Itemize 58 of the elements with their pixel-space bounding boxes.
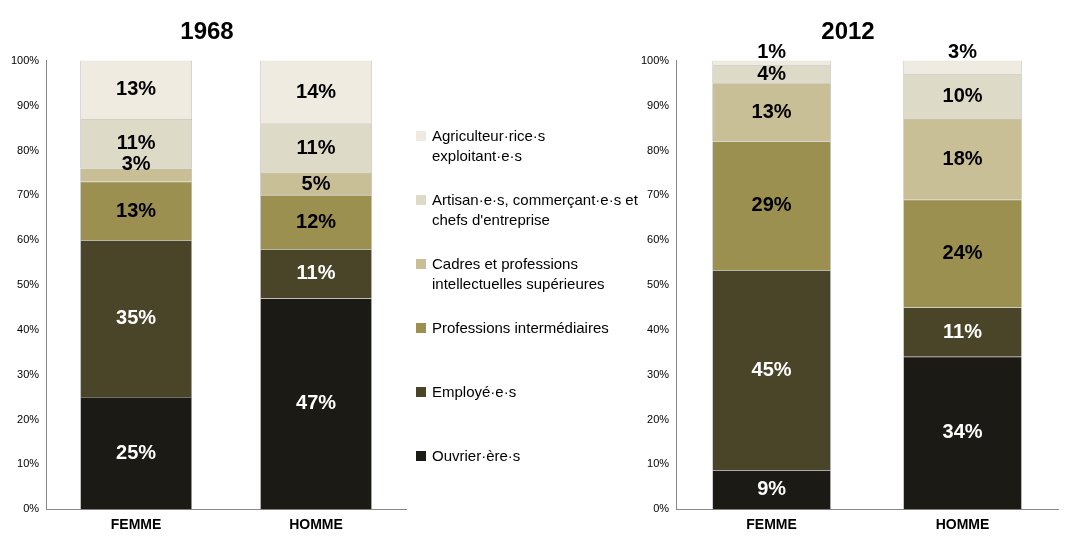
data-label: 11% <box>296 261 336 284</box>
y-tick-label: 90% <box>647 98 670 111</box>
legend-label: Ouvrier·ère·s <box>432 446 521 466</box>
data-label: 1% <box>757 40 787 63</box>
data-label: 24% <box>942 241 983 264</box>
data-label: 11% <box>116 131 156 154</box>
data-label: 14% <box>296 79 337 102</box>
data-label: 5% <box>301 171 331 194</box>
data-label: 29% <box>751 193 792 216</box>
y-tick-label: 20% <box>17 412 40 425</box>
data-label: 47% <box>296 391 337 414</box>
legend-label: Employé·e·s <box>432 382 517 402</box>
y-tick-label: 0% <box>23 502 40 515</box>
y-tick-label: 30% <box>17 367 40 380</box>
y-tick-label: 40% <box>17 322 40 335</box>
data-label: 13% <box>116 77 157 100</box>
legend-label: Cadres et professions intellectuelles supérieures <box>432 254 606 294</box>
y-tick-label: 50% <box>17 278 40 291</box>
y-tick-label: 70% <box>647 188 670 201</box>
data-label: 13% <box>116 198 157 221</box>
data-label: 4% <box>757 61 787 84</box>
data-label: 35% <box>116 306 157 329</box>
y-tick-label: 100% <box>10 53 40 66</box>
x-tick-label: FEMME <box>746 516 797 533</box>
data-label: 9% <box>757 477 787 500</box>
x-tick-label: FEMME <box>110 516 162 533</box>
y-tick-label: 40% <box>647 322 670 335</box>
data-label: 11% <box>296 135 336 158</box>
data-label: 45% <box>751 357 792 380</box>
y-tick-label: 50% <box>647 278 670 291</box>
data-label: 34% <box>942 420 983 443</box>
data-label: 25% <box>116 440 157 463</box>
data-label: 11% <box>943 319 983 342</box>
y-tick-label: 90% <box>17 98 40 111</box>
x-tick-label: HOMME <box>289 516 343 533</box>
y-tick-label: 0% <box>653 502 670 515</box>
data-label: 3% <box>121 151 151 174</box>
legend-label: Artisan·e·s, commerçant·e·s et chefs d'entreprise <box>432 190 638 230</box>
y-tick-label: 10% <box>647 457 670 470</box>
legend-label: Agriculteur·rice·s exploitant·e·s <box>432 126 547 166</box>
chart-title: 2012 <box>821 17 875 45</box>
data-label: 13% <box>751 99 792 122</box>
y-tick-label: 100% <box>640 53 670 66</box>
y-tick-label: 10% <box>17 457 40 470</box>
y-tick-label: 80% <box>17 143 40 156</box>
y-tick-label: 70% <box>17 188 40 201</box>
data-label: 3% <box>948 40 978 63</box>
y-tick-label: 20% <box>647 412 670 425</box>
y-tick-label: 60% <box>647 233 670 246</box>
data-label: 12% <box>296 209 337 232</box>
y-tick-label: 30% <box>647 367 670 380</box>
legend-label: Professions intermédiaires <box>432 318 609 338</box>
y-tick-label: 80% <box>647 143 670 156</box>
data-label: 10% <box>942 84 983 107</box>
x-tick-label: HOMME <box>935 516 990 533</box>
chart-title: 1968 <box>180 17 234 45</box>
data-label: 18% <box>942 146 983 169</box>
y-tick-label: 60% <box>17 233 40 246</box>
